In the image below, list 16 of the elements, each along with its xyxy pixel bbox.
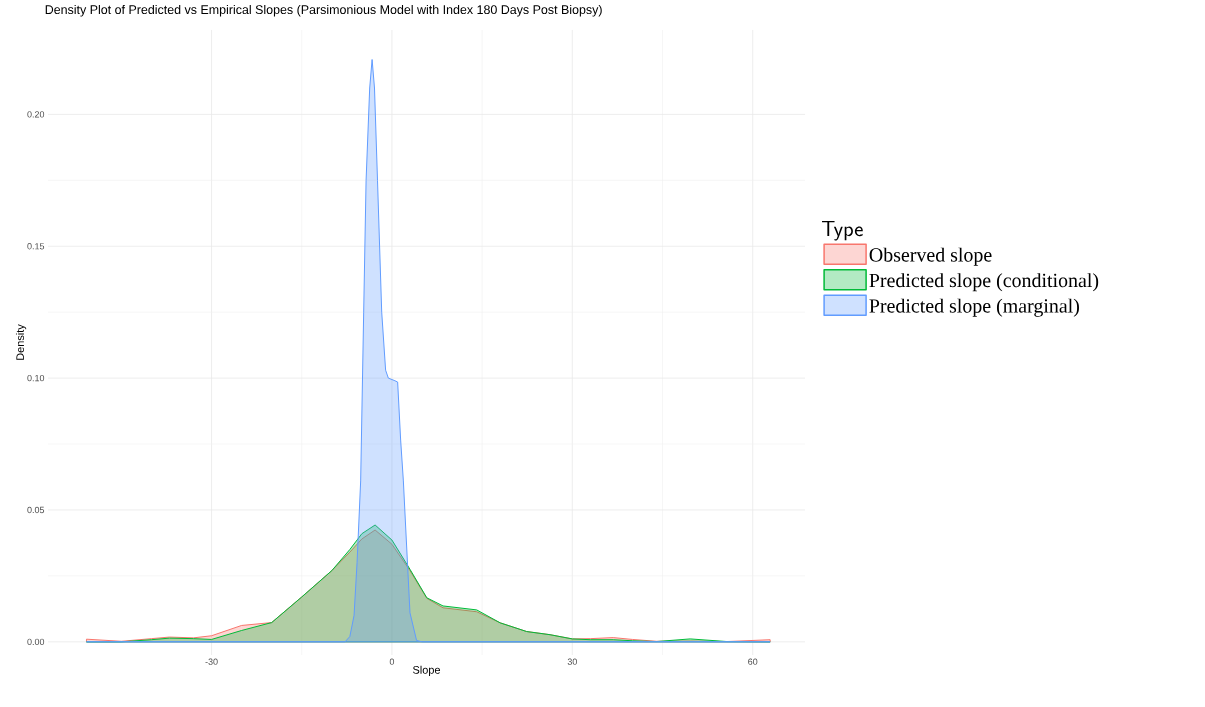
legend-label: Observed slope bbox=[869, 247, 992, 266]
x-tick-label: -30 bbox=[205, 658, 218, 665]
chart-title: Density Plot of Predicted vs Empirical Slopes (Parsimonious Model with Index 180 Days Post Biopsy) bbox=[45, 4, 602, 17]
x-axis-title: Slope bbox=[412, 665, 441, 676]
x-tick-label: 60 bbox=[748, 658, 758, 665]
y-axis-title: Density bbox=[15, 324, 27, 360]
x-tick-label: 0 bbox=[389, 658, 395, 665]
y-tick-label: 0.05 bbox=[27, 506, 45, 514]
legend-title: Type bbox=[822, 220, 863, 241]
y-tick-label: 0.10 bbox=[27, 374, 45, 382]
y-tick-label: 0.15 bbox=[27, 243, 45, 250]
y-tick-label: 0.20 bbox=[27, 111, 45, 118]
x-tick-label: 30 bbox=[567, 658, 577, 665]
legend-label: Predicted slope (marginal) bbox=[869, 298, 1079, 317]
y-tick-label: 0.00 bbox=[27, 638, 45, 645]
legend-label: Predicted slope (conditional) bbox=[869, 273, 1099, 292]
